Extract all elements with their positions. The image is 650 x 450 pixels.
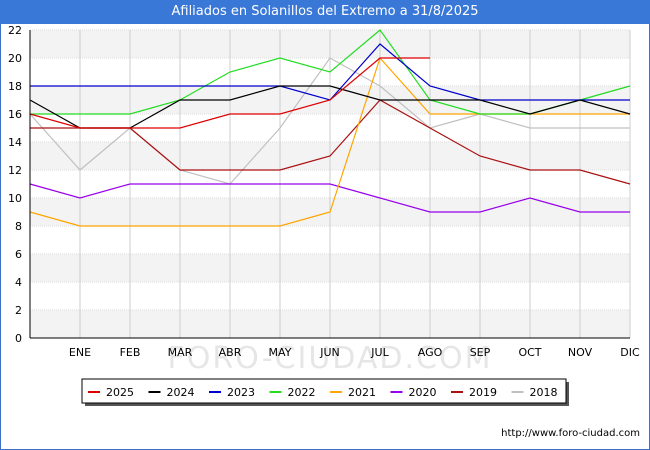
series-lines [29, 29, 631, 227]
x-tick-label: OCT [518, 346, 541, 359]
watermark-text: FORO-CIUDAD.COM [168, 341, 493, 376]
y-tick-label: 10 [8, 192, 22, 205]
legend-box [81, 378, 567, 404]
x-tick-label: JUN [319, 346, 340, 359]
legend-label-2023: 2023 [227, 386, 255, 399]
y-tick-label: 20 [8, 52, 22, 65]
series-line-2025 [29, 57, 430, 129]
legend-label-2021: 2021 [348, 386, 376, 399]
x-tick-label: SEP [470, 346, 491, 359]
x-tick-label: FEB [120, 346, 141, 359]
legend-label-2019: 2019 [469, 386, 497, 399]
legend-label-2025: 2025 [106, 386, 134, 399]
axes [29, 30, 630, 339]
x-tick-label: AGO [418, 346, 443, 359]
x-tick-label: NOV [568, 346, 593, 359]
series-line-2020 [29, 183, 630, 213]
x-tick-labels: ENE FEB MAR ABR MAY JUN JUL AGO SEP OCT NOV DIC [69, 346, 640, 359]
legend-label-2018: 2018 [530, 386, 558, 399]
chart-title: Afiliados en Solanillos del Extremo a 31… [0, 0, 650, 24]
y-tick-label: 14 [8, 136, 22, 149]
legend: 2025 2024 2023 2022 2021 2020 2019 2018 [81, 378, 569, 406]
y-tick-label: 18 [8, 80, 22, 93]
y-tick-label: 16 [8, 108, 22, 121]
x-tick-label: MAR [168, 346, 193, 359]
x-tick-label: DIC [620, 346, 640, 359]
y-tick-label: 22 [8, 24, 22, 37]
x-tick-label: MAY [269, 346, 292, 359]
legend-label-2020: 2020 [409, 386, 437, 399]
x-tick-label: JUL [370, 346, 389, 359]
y-tick-labels: 0 2 4 6 8 10 12 14 16 18 20 22 [8, 24, 22, 345]
y-tick-label: 0 [15, 332, 22, 345]
legend-label-2022: 2022 [288, 386, 316, 399]
y-tick-label: 8 [15, 220, 22, 233]
y-tick-label: 2 [15, 304, 22, 317]
legend-label-2024: 2024 [167, 386, 195, 399]
x-tick-label: ABR [219, 346, 242, 359]
y-tick-label: 6 [15, 248, 22, 261]
y-tick-label: 12 [8, 164, 22, 177]
y-tick-label: 4 [15, 276, 22, 289]
footer-url: http://www.foro-ciudad.com [501, 428, 640, 439]
x-tick-label: ENE [69, 346, 91, 359]
